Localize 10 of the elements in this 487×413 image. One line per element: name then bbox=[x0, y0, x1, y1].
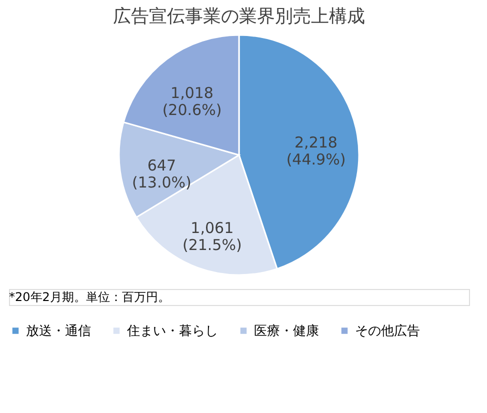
chart-title: 広告宣伝事業の業界別売上構成 bbox=[113, 6, 365, 27]
legend-label: 放送・通信 bbox=[26, 324, 91, 339]
legend-label: 住まい・暮らし bbox=[126, 324, 218, 339]
data-label: 1,061 (21.5%) bbox=[182, 219, 242, 254]
text: *20年2月期。単位：百万円。 bbox=[9, 290, 170, 304]
legend-label: 医療・健康 bbox=[254, 324, 319, 339]
legend-label: その他広告 bbox=[355, 322, 420, 339]
data-label: 1,018 (20.6%) bbox=[162, 84, 222, 119]
data-label: 2,218 (44.9%) bbox=[286, 133, 346, 168]
data-label: 647 (13.0%) bbox=[132, 156, 192, 192]
